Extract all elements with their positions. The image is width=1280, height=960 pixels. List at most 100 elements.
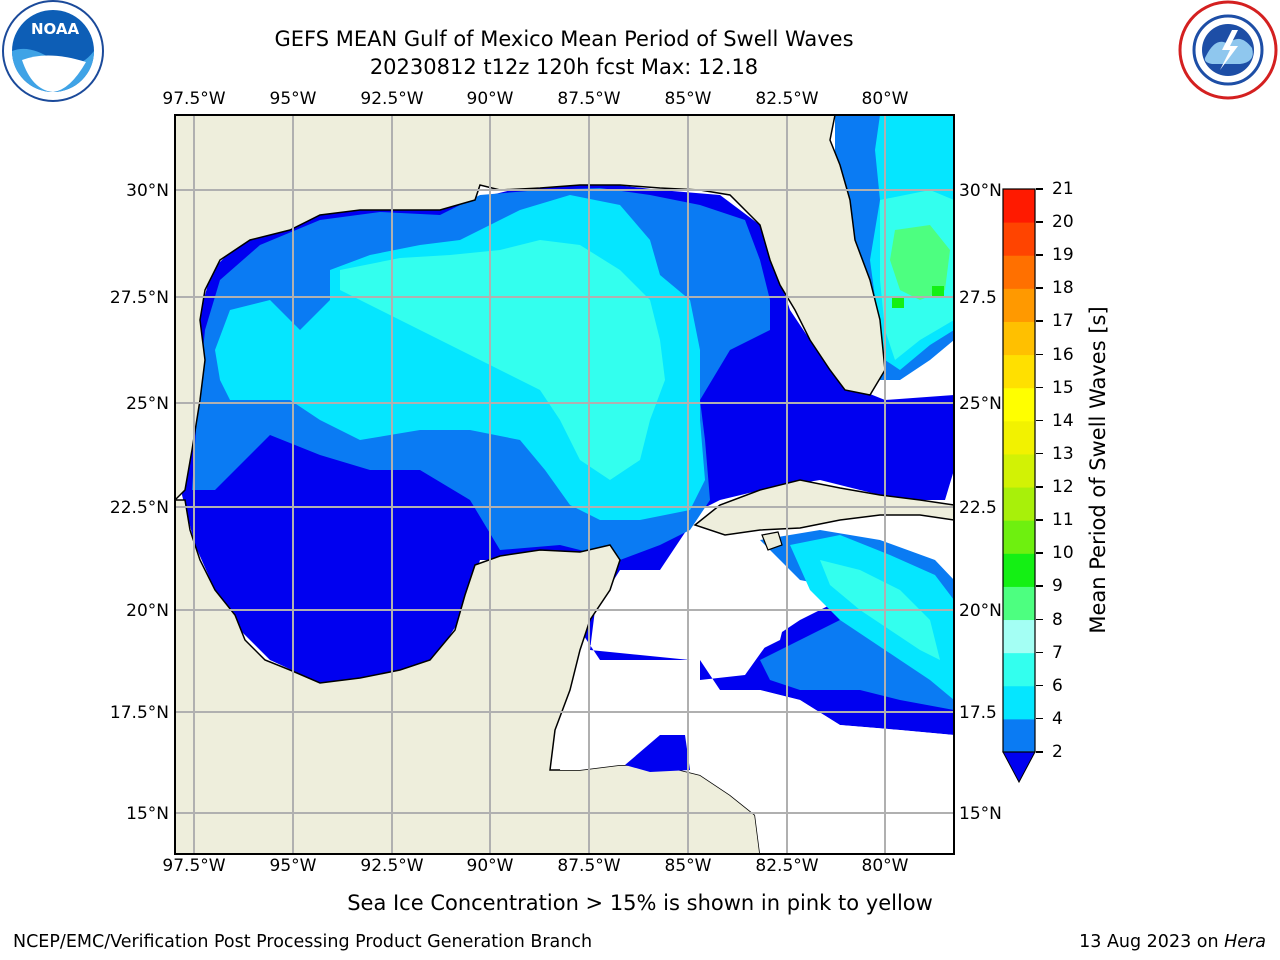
colorbar-tick-mark bbox=[1036, 320, 1043, 322]
colorbar-tick-mark bbox=[1036, 287, 1043, 289]
colorbar-segment bbox=[1003, 619, 1035, 654]
lat-label-left: 25°N bbox=[126, 394, 169, 414]
colorbar-tick-mark bbox=[1036, 751, 1043, 753]
lon-label-top: 97.5°W bbox=[162, 89, 226, 109]
lat-label-right: 25°N bbox=[959, 394, 1002, 414]
colorbar-frame bbox=[1002, 188, 1036, 753]
lon-label-top: 87.5°W bbox=[557, 89, 621, 109]
colorbar-tick-mark bbox=[1036, 651, 1043, 654]
colorbar-segment bbox=[1003, 222, 1035, 256]
land-isle bbox=[761, 531, 783, 551]
lat-label-right: 17.5 bbox=[959, 703, 997, 723]
footer-date: 13 Aug 2023 on Hera bbox=[1079, 932, 1266, 952]
colorbar-tick-label: 6 bbox=[1052, 675, 1063, 696]
colorbar-tick-mark bbox=[1036, 717, 1043, 720]
lon-label-bottom: 95°W bbox=[269, 856, 317, 876]
colorbar-tick-mark bbox=[1036, 386, 1043, 389]
footer-machine: Hera bbox=[1224, 932, 1266, 952]
colorbar-tick-mark bbox=[1036, 188, 1043, 190]
lat-label-left: 20°N bbox=[126, 601, 169, 621]
footer-date-prefix: 13 Aug 2023 on bbox=[1079, 932, 1225, 952]
caribbean-deep-patch bbox=[625, 735, 690, 772]
colorbar-tick-label: 16 bbox=[1052, 344, 1074, 365]
lat-label-right: 15°N bbox=[959, 804, 1002, 824]
colorbar-segment bbox=[1003, 189, 1035, 223]
map-frame bbox=[174, 114, 955, 855]
lat-label-left: 27.5°N bbox=[109, 288, 169, 308]
colorbar-segment bbox=[1003, 487, 1035, 521]
colorbar-tick-mark bbox=[1036, 684, 1043, 687]
colorbar-tick-label: 15 bbox=[1052, 377, 1074, 398]
no-data-caribbean bbox=[560, 660, 954, 854]
colorbar-tick-label: 21 bbox=[1052, 179, 1074, 199]
colorbar-tick-label: 20 bbox=[1052, 212, 1074, 233]
colorbar-tick-label: 14 bbox=[1052, 410, 1074, 431]
colorbar-tick-label: 12 bbox=[1052, 477, 1074, 498]
colorbar-tick-mark bbox=[1036, 486, 1043, 488]
colorbar-tick-label: 19 bbox=[1052, 245, 1074, 266]
colorbar-tick-label: 10 bbox=[1052, 543, 1074, 564]
colorbar-segment bbox=[1003, 354, 1035, 389]
lon-label-bottom: 80°W bbox=[861, 856, 909, 876]
colorbar-tick-mark bbox=[1036, 585, 1043, 587]
lon-label-top: 90°W bbox=[466, 89, 514, 109]
land-us bbox=[175, 115, 886, 502]
colorbar-tick-mark bbox=[1036, 221, 1043, 223]
colorbar-segment bbox=[1003, 520, 1035, 554]
colorbar-segment bbox=[1003, 652, 1035, 687]
lat-label-left: 17.5°N bbox=[109, 703, 169, 723]
lon-label-bottom: 90°W bbox=[466, 856, 514, 876]
lat-label-right: 27.5 bbox=[959, 288, 997, 308]
lat-label-left: 22.5°N bbox=[109, 498, 169, 518]
lon-label-bottom: 92.5°W bbox=[360, 856, 424, 876]
atlantic-green bbox=[890, 225, 950, 300]
colorbar-segment bbox=[1003, 420, 1035, 455]
lat-label-left: 15°N bbox=[126, 804, 169, 824]
noaa-logo-icon: NOAA bbox=[0, 0, 108, 106]
colorbar-tick-label: 4 bbox=[1052, 708, 1063, 729]
colorbar-tick-mark bbox=[1036, 452, 1043, 455]
colorbar-tick-label: 13 bbox=[1052, 443, 1074, 464]
colorbar-segment bbox=[1003, 387, 1035, 422]
lon-label-bottom: 97.5°W bbox=[162, 856, 226, 876]
chart-subtitle: 20230812 t12z 120h fcst Max: 12.18 bbox=[369, 55, 759, 79]
colorbar-label: Mean Period of Swell Waves [s] bbox=[1086, 306, 1110, 634]
colorbar-segment bbox=[1003, 685, 1035, 720]
colorbar-segment bbox=[1003, 288, 1035, 322]
colorbar-tick-label: 17 bbox=[1052, 311, 1074, 332]
nws-logo-icon bbox=[1176, 0, 1280, 104]
map-gridlines bbox=[175, 115, 954, 854]
chart-title: GEFS MEAN Gulf of Mexico Mean Period of … bbox=[274, 27, 854, 51]
lon-label-top: 80°W bbox=[861, 89, 909, 109]
noaa-logo-text: NOAA bbox=[31, 20, 80, 38]
gulf-light-cyan bbox=[340, 240, 665, 480]
colorbar-tick-label: 7 bbox=[1052, 642, 1063, 663]
lon-label-top: 92.5°W bbox=[360, 89, 424, 109]
colorbar-segment bbox=[1003, 553, 1035, 587]
colorbar-tick-mark bbox=[1036, 353, 1043, 356]
colorbar bbox=[1002, 188, 1036, 784]
colorbar-segment bbox=[1003, 255, 1035, 289]
colorbar-segment bbox=[1003, 453, 1035, 488]
colorbar-tick-label: 9 bbox=[1052, 576, 1063, 597]
lon-label-top: 85°W bbox=[664, 89, 712, 109]
lon-label-bottom: 87.5°W bbox=[557, 856, 621, 876]
footer-branch: NCEP/EMC/Verification Post Processing Pr… bbox=[13, 932, 593, 952]
lat-label-right: 30°N bbox=[959, 181, 1002, 201]
colorbar-segment bbox=[1003, 321, 1035, 356]
sea-ice-note: Sea Ice Concentration > 15% is shown in … bbox=[347, 891, 933, 915]
lon-label-bottom: 85°W bbox=[664, 856, 712, 876]
lat-label-right: 22.5 bbox=[959, 498, 997, 518]
colorbar-tick-mark bbox=[1036, 618, 1043, 621]
colorbar-tick-label: 11 bbox=[1052, 510, 1074, 531]
colorbar-tick-mark bbox=[1036, 519, 1043, 521]
colorbar-tick-mark bbox=[1036, 419, 1043, 422]
colorbar-segment bbox=[1003, 718, 1035, 753]
colorbar-tick-label: 8 bbox=[1052, 609, 1063, 630]
lon-label-top: 82.5°W bbox=[755, 89, 819, 109]
colorbar-tick-mark bbox=[1036, 552, 1043, 554]
lat-label-right: 20°N bbox=[959, 601, 1002, 621]
colorbar-tick-label: 2 bbox=[1052, 742, 1063, 762]
lon-label-top: 95°W bbox=[269, 89, 317, 109]
